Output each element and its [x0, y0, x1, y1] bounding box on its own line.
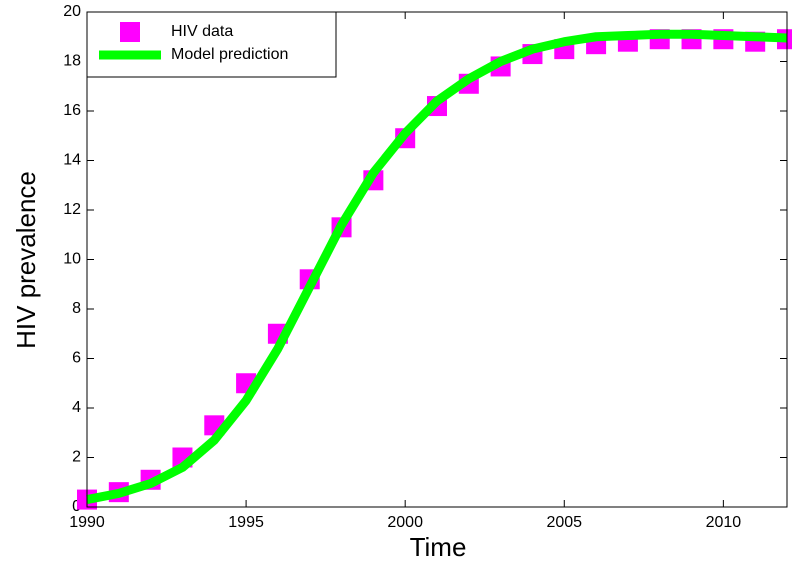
model-line — [86, 29, 788, 504]
y-tick-label: 8 — [72, 300, 81, 317]
y-tick-label: 12 — [63, 201, 81, 218]
y-tick-label: 14 — [63, 152, 81, 169]
plot-frame — [86, 11, 788, 508]
x-tick-label: 2010 — [706, 514, 742, 531]
x-tick-label: 1995 — [228, 514, 264, 531]
y-tick-label: 16 — [63, 102, 81, 119]
y-tick-label: 20 — [63, 3, 81, 20]
x-tick-label: 2000 — [387, 514, 423, 531]
y-tick-label: 2 — [72, 449, 81, 466]
y-axis-label: HIV prevalence — [11, 171, 41, 349]
y-tick-label: 18 — [63, 53, 81, 70]
y-tick-label: 10 — [63, 251, 81, 268]
legend-label: HIV data — [171, 23, 233, 40]
y-tick-label: 0 — [72, 498, 81, 515]
y-tick-label: 6 — [72, 350, 81, 367]
legend-marker — [120, 22, 140, 42]
y-tick-label: 4 — [72, 399, 81, 416]
legend-box — [86, 11, 337, 78]
x-tick-label: 2005 — [546, 514, 582, 531]
x-axis-label: Time — [410, 532, 467, 562]
x-tick-label: 1990 — [69, 514, 105, 531]
legend-label: Model prediction — [171, 46, 288, 63]
